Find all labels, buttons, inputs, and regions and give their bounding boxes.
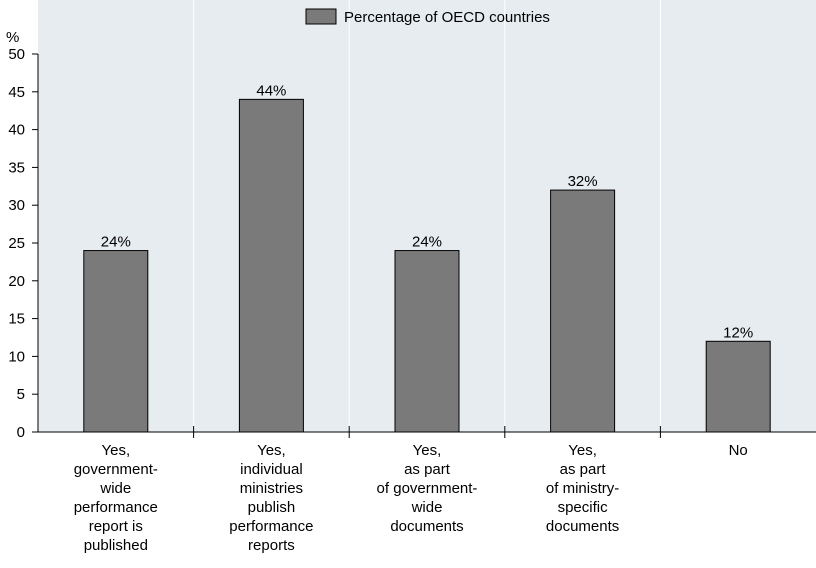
bars-group xyxy=(83,98,771,433)
x-ticks-group xyxy=(193,426,661,438)
data-label: 12% xyxy=(723,324,753,341)
y-tick-label: 40 xyxy=(8,122,25,139)
grid-lines xyxy=(193,0,661,432)
legend-label: Percentage of OECD countries xyxy=(344,9,550,26)
y-tick-label: 50 xyxy=(8,46,25,63)
y-tick-label: 45 xyxy=(8,84,25,101)
y-tick-label: 15 xyxy=(8,311,25,328)
category-labels-group: Yes, government-wide performance report is p… xyxy=(74,442,748,554)
y-tick-label: 30 xyxy=(8,197,25,214)
data-label: 32% xyxy=(568,173,598,190)
category-label: Yes, government-wide performance report is p… xyxy=(74,442,158,554)
bar xyxy=(550,189,616,433)
y-tick-label: 25 xyxy=(8,235,25,252)
y-unit-label: % xyxy=(6,29,19,46)
y-tick-label: 0 xyxy=(17,424,25,441)
data-labels-group: 24% 44% 24% 32% 12% xyxy=(101,82,753,341)
data-label: 44% xyxy=(256,82,286,99)
y-tick-label: 10 xyxy=(8,348,25,365)
legend-swatch xyxy=(305,8,337,25)
bar xyxy=(238,98,304,433)
category-label: Yes, as part of ministry-specific documents xyxy=(546,442,619,535)
legend: Percentage of OECD countries xyxy=(305,8,550,26)
y-tick-label: 35 xyxy=(8,159,25,176)
bar xyxy=(705,340,771,433)
bar xyxy=(394,250,460,433)
category-label: Yes, individual ministries publish performan… xyxy=(229,442,313,554)
y-ticks-group: 0 5 10 15 20 25 30 35 40 45 50 xyxy=(8,46,38,441)
y-tick-label: 5 xyxy=(17,386,25,403)
bar xyxy=(83,250,149,433)
y-tick-label: 20 xyxy=(8,273,25,290)
data-label: 24% xyxy=(412,234,442,251)
category-label: No xyxy=(729,442,748,459)
category-label: Yes, as part of government-wide documents xyxy=(377,442,478,535)
data-label: 24% xyxy=(101,234,131,251)
